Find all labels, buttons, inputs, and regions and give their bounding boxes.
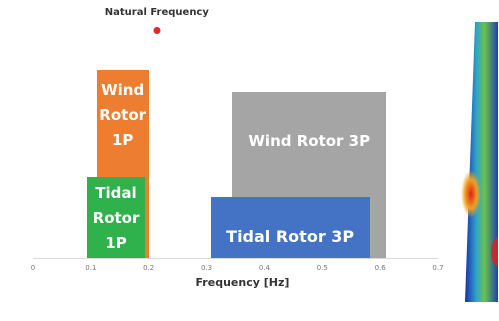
- bar-label: Wind Rotor 3P: [232, 112, 386, 170]
- x-tick-label: 0.4: [259, 264, 270, 272]
- x-tick-label: 0.6: [375, 264, 386, 272]
- x-tick-label: 0.5: [317, 264, 328, 272]
- figure: Natural Frequency Frequency [Hz] 0 0.1 0.2…: [0, 0, 499, 321]
- x-tick-label: 0.7: [432, 264, 443, 272]
- axis-line: [33, 258, 438, 259]
- bar-label: Tidal Rotor 1P: [87, 178, 144, 258]
- bar-label: Tidal Rotor 3P: [211, 214, 370, 258]
- tower-model-image: [461, 22, 498, 302]
- x-tick-label: 0.3: [201, 264, 212, 272]
- natural-frequency-label: Natural Frequency: [105, 7, 209, 18]
- x-axis-label: Frequency [Hz]: [196, 276, 290, 289]
- x-tick-label: 0.1: [85, 264, 96, 272]
- natural-frequency-point: [153, 27, 160, 34]
- x-tick-label: 0.2: [143, 264, 154, 272]
- bar-label: Wind Rotor 1P: [97, 72, 149, 158]
- x-tick-label: 0: [31, 264, 35, 272]
